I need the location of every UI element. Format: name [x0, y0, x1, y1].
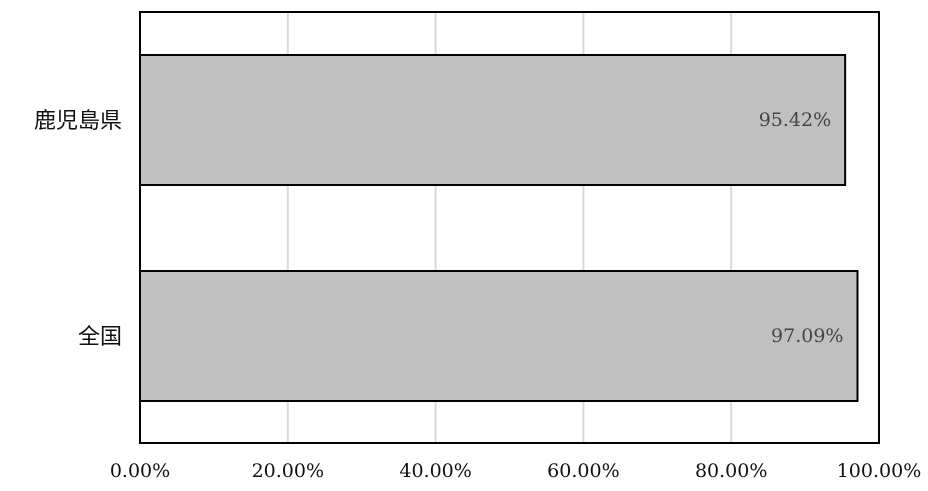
- x-tick-label: 40.00%: [399, 460, 471, 482]
- x-tick-label: 20.00%: [252, 460, 324, 482]
- value-axis-tick-labels: 0.00% 20.00% 40.00% 60.00% 80.00% 100.00%: [110, 460, 921, 482]
- data-labels: 95.42% 97.09%: [759, 109, 844, 347]
- x-tick-label: 60.00%: [547, 460, 619, 482]
- plot-frame: [139, 11, 880, 444]
- category-label: 鹿児島県: [34, 109, 122, 134]
- data-label: 97.09%: [771, 325, 843, 347]
- x-tick-label: 0.00%: [110, 460, 170, 482]
- x-tick-label: 80.00%: [695, 460, 767, 482]
- bar: [139, 270, 859, 402]
- bar: [139, 54, 847, 186]
- category-label: 全国: [78, 325, 122, 350]
- data-label: 95.42%: [759, 109, 831, 131]
- bars: [139, 54, 859, 402]
- x-tick-label: 100.00%: [837, 460, 922, 482]
